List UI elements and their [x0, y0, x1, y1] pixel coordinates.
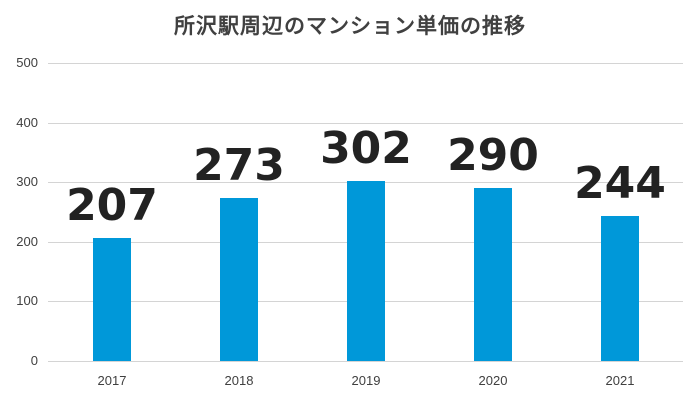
data-label: 290 [447, 130, 539, 181]
gridline [48, 63, 683, 64]
x-tick-label: 2019 [351, 373, 381, 388]
bar-2018 [220, 198, 258, 361]
y-tick-label: 0 [30, 353, 38, 368]
y-tick-label: 400 [16, 115, 38, 130]
x-tick-label: 2018 [224, 373, 254, 388]
x-tick-label: 2020 [478, 373, 508, 388]
y-tick-label: 200 [16, 234, 38, 249]
data-label: 273 [193, 140, 285, 191]
bar-2020 [474, 188, 512, 361]
chart-title: 所沢駅周辺のマンション単価の推移 [174, 14, 526, 38]
data-label: 244 [574, 158, 666, 209]
data-label: 207 [66, 180, 158, 231]
x-tick-label: 2017 [97, 373, 127, 388]
bar-2021 [601, 216, 639, 361]
gridline [48, 361, 683, 362]
bar-2019 [347, 181, 385, 361]
gridline [48, 123, 683, 124]
x-tick-label: 2021 [605, 373, 635, 388]
y-tick-label: 300 [16, 174, 38, 189]
y-tick-label: 500 [16, 55, 38, 70]
data-label: 302 [320, 123, 412, 174]
bar-2017 [93, 238, 131, 361]
y-tick-label: 100 [16, 293, 38, 308]
